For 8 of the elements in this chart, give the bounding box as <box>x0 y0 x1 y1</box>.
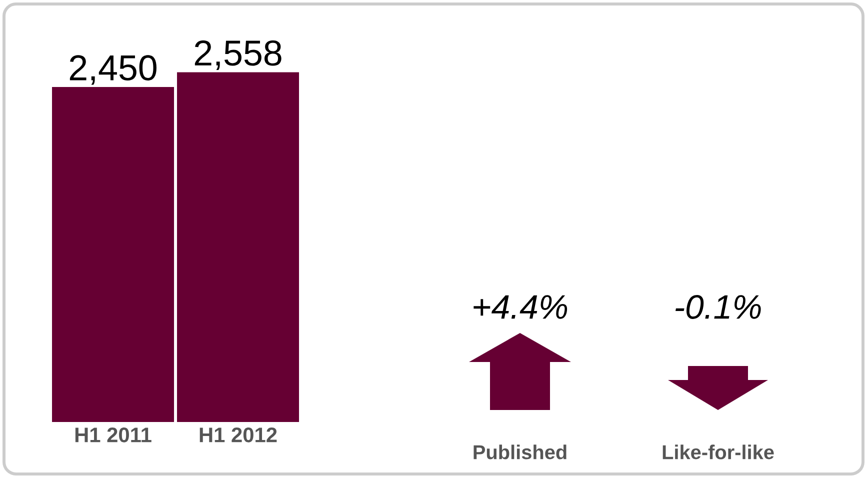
data-label: 2,450 <box>70 55 156 85</box>
data-label: 2,558 <box>194 40 282 70</box>
x-tick-label: H1 2011 <box>75 428 152 442</box>
text: Like-for-like <box>662 444 774 460</box>
text: Published <box>474 444 566 460</box>
text: -0.1% <box>675 294 761 319</box>
x-tick-label: H1 2012 <box>200 428 277 442</box>
text: +4.4% <box>474 295 568 319</box>
